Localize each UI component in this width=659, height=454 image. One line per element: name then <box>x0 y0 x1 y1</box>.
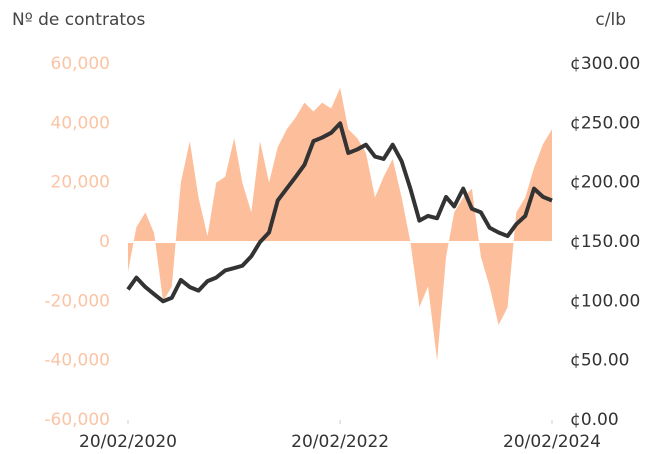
y-tick-label: 0 <box>99 232 110 252</box>
y2-tick-label: ¢100.00 <box>570 291 640 311</box>
y-tick-label: 60,000 <box>51 54 110 74</box>
x-tick-label: 20/02/2020 <box>79 432 177 452</box>
y2-tick-label: ¢200.00 <box>570 173 640 193</box>
y2-tick-label: ¢50.00 <box>570 351 629 371</box>
y2-tick-label: ¢300.00 <box>570 54 640 74</box>
y2-axis-label: c/lb <box>595 10 626 30</box>
y-axis-label: Nº de contratos <box>12 10 145 30</box>
x-tick-label: 20/02/2024 <box>503 432 601 452</box>
price-line <box>126 121 553 304</box>
y2-tick-label: ¢250.00 <box>570 113 640 133</box>
y-tick-label: -60,000 <box>44 410 110 430</box>
y-tick-label: -40,000 <box>44 351 110 371</box>
x-tick-label: 20/02/2022 <box>291 432 389 452</box>
y-tick-label: 20,000 <box>51 173 110 193</box>
y2-tick-label: ¢150.00 <box>570 232 640 252</box>
y2-tick-label: ¢0.00 <box>570 410 619 430</box>
contracts-area <box>128 87 552 361</box>
y-tick-label: -20,000 <box>44 291 110 311</box>
y-tick-label: 40,000 <box>51 113 110 133</box>
